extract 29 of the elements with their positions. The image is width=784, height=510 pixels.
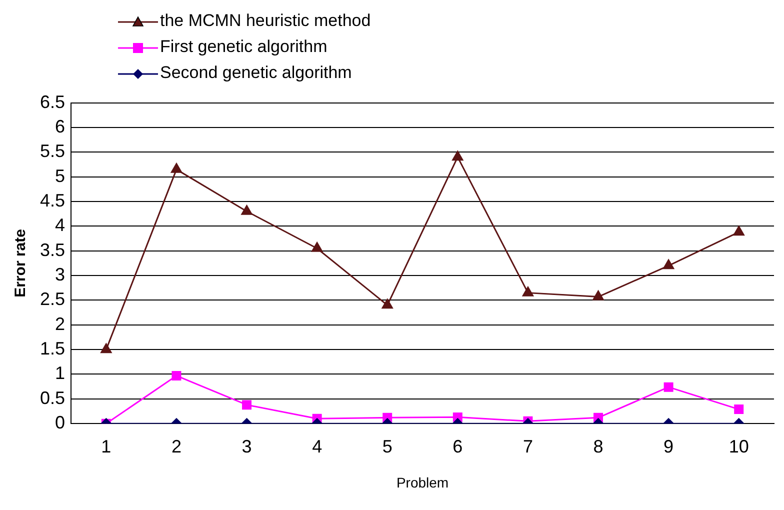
x-tick-label: 4	[312, 436, 322, 456]
x-tick-label: 5	[382, 436, 392, 456]
x-tick-label: 2	[171, 436, 182, 456]
legend-label: Second genetic algorithm	[160, 63, 352, 82]
y-tick-label: 3.5	[40, 240, 66, 260]
x-tick-label: 9	[664, 436, 674, 456]
y-tick-label: 6	[55, 116, 66, 136]
legend-label: First genetic algorithm	[160, 37, 328, 56]
x-tick-label: 8	[593, 436, 604, 456]
y-axis-title: Error rate	[12, 229, 30, 298]
y-tick-label: 1	[55, 363, 66, 384]
y-tick-label: 0.5	[40, 388, 66, 408]
y-tick-label: 6.5	[40, 92, 66, 112]
y-tick-label: 0	[55, 412, 66, 433]
x-tick-label: 1	[101, 436, 112, 456]
y-tick-label: 1.5	[40, 338, 66, 359]
y-tick-label: 4.5	[40, 190, 66, 210]
x-tick-label: 3	[242, 436, 252, 456]
y-tick-label: 5	[55, 166, 66, 186]
y-tick-label: 2	[55, 314, 66, 334]
y-tick-label: 5.5	[40, 141, 66, 162]
legend-label: the MCMN heuristic method	[160, 11, 371, 30]
x-axis-title: Problem	[396, 474, 449, 490]
y-tick-label: 4	[55, 215, 66, 236]
x-tick-label: 10	[728, 436, 749, 456]
x-tick-label: 7	[522, 436, 533, 456]
y-tick-label: 3	[55, 264, 66, 285]
x-tick-label: 6	[452, 436, 463, 456]
y-tick-label: 2.5	[40, 289, 66, 310]
